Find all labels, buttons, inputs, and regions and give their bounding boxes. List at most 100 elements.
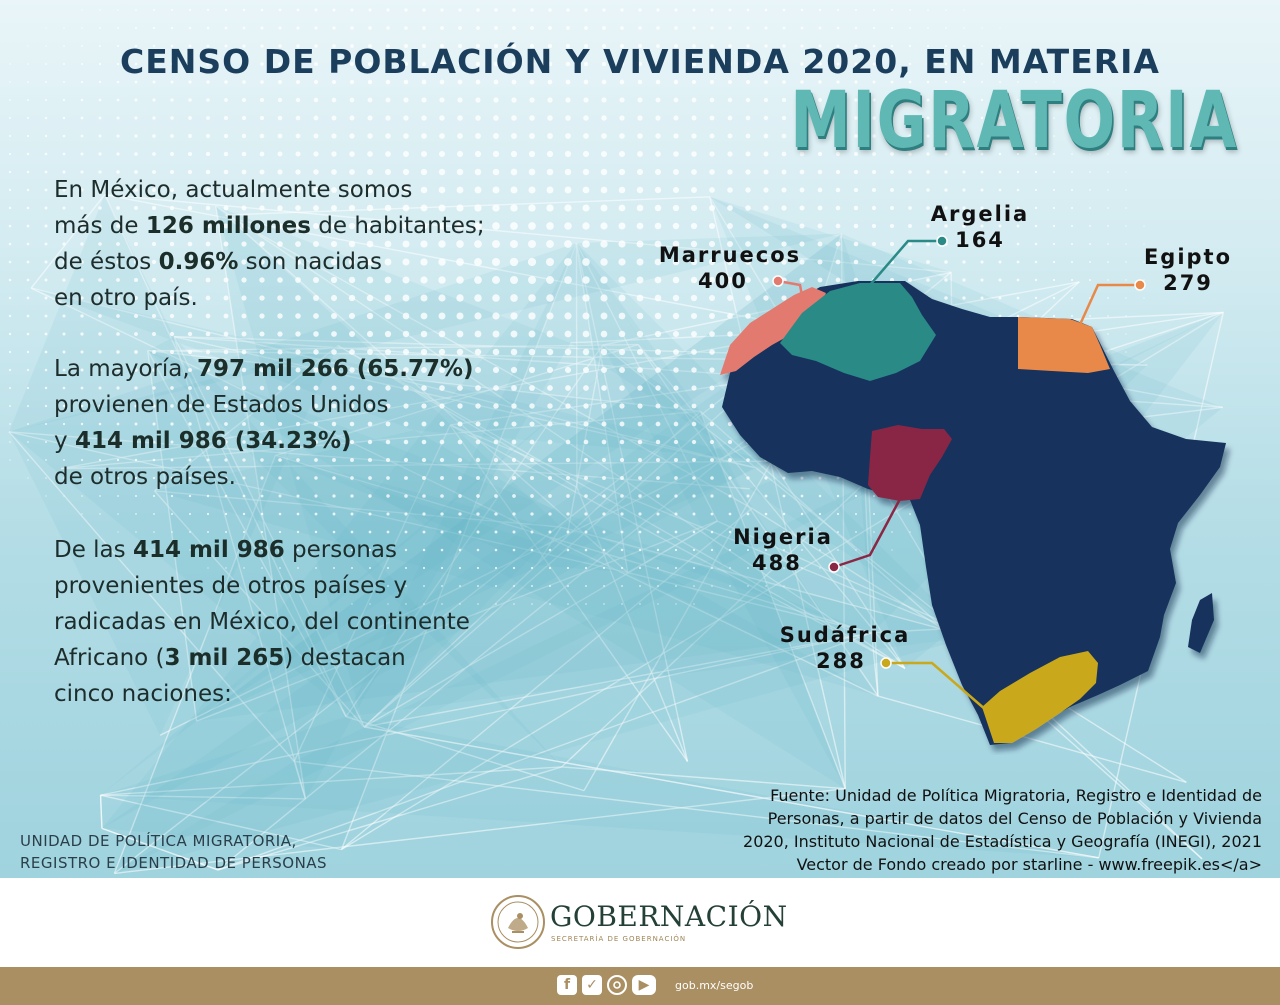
halftone-dot (528, 204, 536, 212)
halftone-dot (403, 367, 409, 373)
halftone-dot (295, 151, 301, 157)
gobernacion-logo[interactable]: GOBERNACIÓN SECRETARÍA DE GOBERNACIÓN (490, 894, 800, 954)
halftone-dot (223, 367, 229, 373)
halftone-dot (62, 260, 66, 264)
halftone-dot (673, 457, 679, 463)
halftone-dot (584, 494, 588, 498)
halftone-dot (1070, 242, 1074, 246)
halftone-dot (475, 421, 481, 427)
halftone-dot (438, 366, 446, 374)
halftone-dot (438, 312, 446, 320)
halftone-dot (1052, 188, 1056, 192)
halftone-dot (509, 257, 519, 267)
halftone-dot (600, 150, 608, 158)
africa-paragraph: De las 414 mil 986 personas provenientes … (54, 532, 624, 712)
halftone-dot (422, 512, 426, 516)
halftone-dot (152, 494, 156, 498)
halftone-dot (332, 26, 336, 30)
halftone-dot (62, 314, 66, 318)
halftone-dot (295, 385, 301, 391)
halftone-dot (241, 313, 247, 319)
halftone-dot (98, 188, 102, 192)
halftone-dot (296, 440, 300, 444)
halftone-dot (315, 585, 317, 587)
paragraph-text: La mayoría, (54, 356, 197, 382)
halftone-dot (692, 62, 696, 66)
halftone-dot (134, 152, 138, 156)
halftone-dot (241, 151, 247, 157)
halftone-dot (332, 8, 336, 12)
country-value: 164 (955, 228, 1005, 252)
halftone-dot (116, 170, 120, 174)
halftone-dot (674, 8, 678, 12)
halftone-dot (728, 26, 732, 30)
halftone-dot (421, 385, 427, 391)
halftone-dot (692, 530, 696, 534)
halftone-dot (655, 385, 661, 391)
halftone-dot (621, 585, 623, 587)
halftone-dot (655, 439, 661, 445)
network-facet (114, 312, 1224, 874)
halftone-dot (654, 330, 662, 338)
halftone-dot (529, 97, 535, 103)
halftone-dot (404, 8, 408, 12)
halftone-dot (657, 603, 659, 605)
halftone-dot (495, 585, 497, 587)
halftone-dot (513, 585, 515, 587)
network-line (8, 431, 750, 490)
halftone-dot (367, 61, 373, 67)
halftone-dot (188, 404, 192, 408)
halftone-dot (169, 169, 175, 175)
halftone-dot (656, 512, 660, 516)
halftone-dot (188, 134, 192, 138)
halftone-dot (763, 97, 769, 103)
youtube-icon[interactable]: ▶ (632, 975, 656, 995)
halftone-dot (945, 27, 947, 29)
halftone-dot (636, 312, 644, 320)
halftone-dot (944, 260, 948, 264)
halftone-dot (728, 512, 732, 516)
halftone-dot (564, 366, 572, 374)
halftone-dot (405, 585, 407, 587)
halftone-dot (565, 79, 571, 85)
halftone-dot (655, 349, 661, 355)
twitter-icon[interactable]: ✓ (582, 975, 602, 995)
halftone-dot (962, 242, 966, 246)
halftone-dot (584, 8, 588, 12)
halftone-dot (170, 44, 174, 48)
halftone-dot (909, 9, 911, 11)
halftone-dot (476, 566, 480, 570)
halftone-dot (1071, 171, 1073, 173)
halftone-dot (727, 79, 733, 85)
halftone-dot (330, 240, 338, 248)
halftone-dot (998, 296, 1002, 300)
halftone-dot (475, 475, 481, 481)
halftone-dot (492, 294, 500, 302)
halftone-dot (331, 97, 337, 103)
halftone-dot (528, 150, 536, 158)
halftone-dot (493, 403, 499, 409)
halftone-dot (583, 421, 589, 427)
halftone-dot (836, 62, 840, 66)
halftone-dot (745, 277, 751, 283)
highlight-figure: 3 mil 265 (164, 645, 285, 671)
halftone-dot (295, 79, 301, 85)
halftone-dot (799, 187, 805, 193)
halftone-dot (799, 223, 805, 229)
network-line (576, 487, 689, 762)
halftone-dot (278, 458, 282, 462)
halftone-dot (637, 385, 643, 391)
halftone-dot (564, 204, 572, 212)
facebook-icon[interactable]: f (557, 975, 577, 995)
halftone-dot (565, 115, 571, 121)
halftone-dot (926, 62, 930, 66)
instagram-icon[interactable] (607, 975, 627, 995)
halftone-dot (313, 97, 319, 103)
site-link[interactable]: gob.mx/segob (675, 978, 754, 992)
halftone-dot (709, 367, 715, 373)
halftone-dot (277, 421, 283, 427)
halftone-dot (727, 187, 733, 193)
halftone-dot (386, 530, 390, 534)
halftone-dot (781, 169, 787, 175)
source-line: Personas, a partir de datos del Censo de… (767, 809, 1262, 828)
